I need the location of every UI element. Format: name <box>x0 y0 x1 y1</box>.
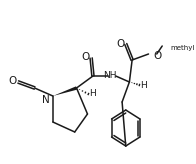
Polygon shape <box>53 86 77 96</box>
Text: methyl: methyl <box>170 45 195 51</box>
Text: O: O <box>82 52 90 62</box>
Text: H: H <box>89 90 95 99</box>
Text: O: O <box>116 39 124 49</box>
Text: O: O <box>153 51 161 61</box>
Text: H: H <box>140 81 146 90</box>
Text: N: N <box>42 95 50 105</box>
Text: O: O <box>9 76 17 86</box>
Text: NH: NH <box>103 71 117 80</box>
